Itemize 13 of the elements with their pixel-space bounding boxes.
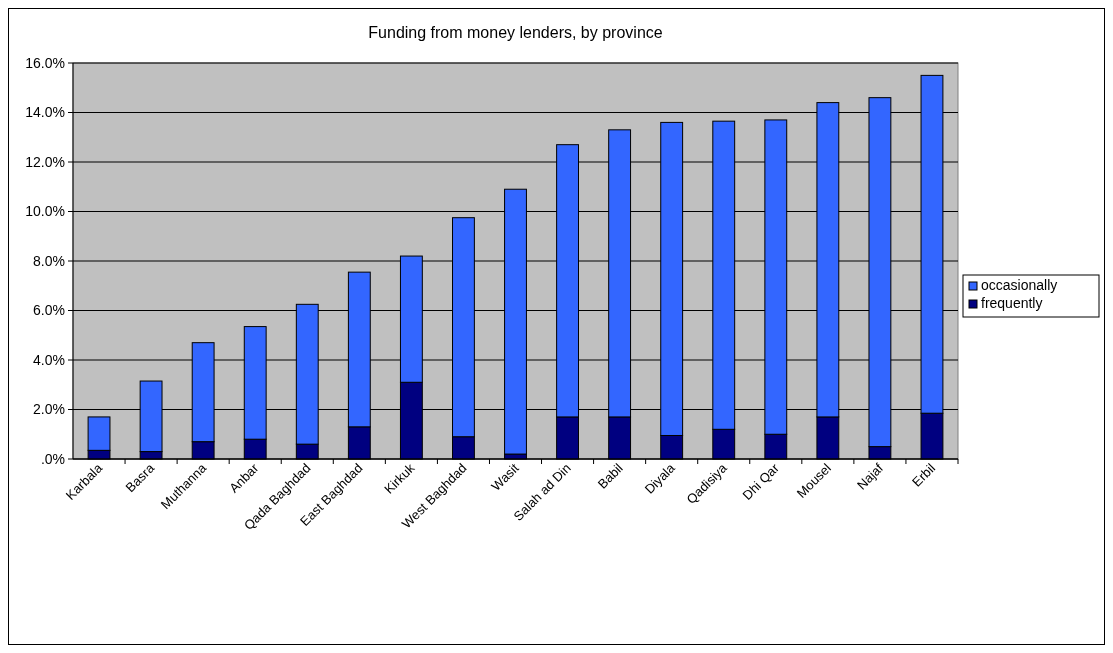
y-tick-label: 2.0%: [33, 401, 65, 418]
legend-label: occasionally: [981, 277, 1058, 293]
y-tick-label: .0%: [40, 450, 65, 467]
y-tick-label: 6.0%: [33, 302, 65, 319]
y-tick-label: 8.0%: [33, 252, 65, 269]
y-tick-label: 10.0%: [25, 203, 65, 220]
y-tick-label: 16.0%: [25, 54, 65, 71]
y-tick-label: 4.0%: [33, 351, 65, 368]
chart-title: Funding from money lenders, by province: [368, 24, 663, 41]
y-tick-label: 12.0%: [25, 153, 65, 170]
y-tick-label: 14.0%: [25, 104, 65, 121]
legend-label: frequently: [981, 295, 1043, 311]
x-tick-label: Dhi Qar: [739, 460, 783, 503]
